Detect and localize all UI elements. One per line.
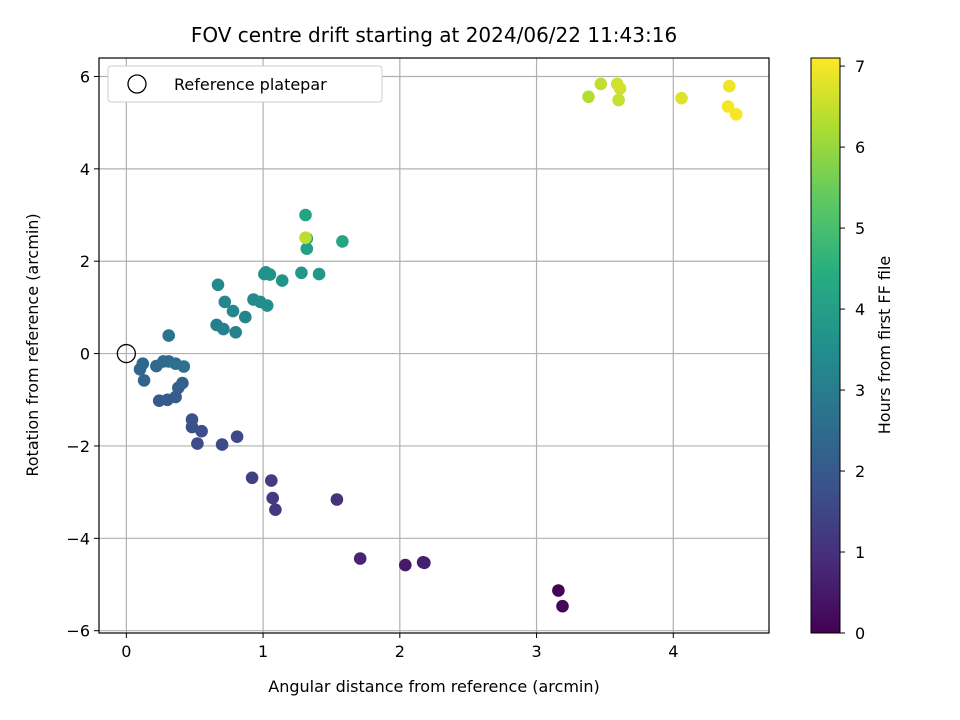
data-point xyxy=(226,304,240,318)
data-point xyxy=(330,493,344,506)
data-point xyxy=(418,556,431,570)
data-point xyxy=(269,503,282,516)
data-point xyxy=(729,108,743,121)
y-tick-label: −6 xyxy=(66,622,90,641)
data-point xyxy=(265,474,278,487)
colorbar-tick-label: 6 xyxy=(855,138,865,157)
data-point xyxy=(295,266,308,280)
data-point xyxy=(215,438,229,451)
chart-title: FOV centre drift starting at 2024/06/22 … xyxy=(191,23,677,47)
x-tick-label: 1 xyxy=(258,642,268,661)
colorbar-tick-label: 1 xyxy=(855,543,865,562)
data-point xyxy=(275,274,289,287)
data-point xyxy=(195,424,208,438)
colorbar-tick-label: 7 xyxy=(855,57,865,76)
data-point xyxy=(136,357,150,371)
data-point xyxy=(613,82,627,95)
data-point xyxy=(353,552,367,565)
y-axis-label: Rotation from reference (arcmin) xyxy=(23,213,42,476)
y-axis-ticks: −6 −4 −2 0 2 4 6 xyxy=(66,67,99,641)
colorbar xyxy=(810,57,841,634)
x-tick-label: 4 xyxy=(668,642,678,661)
reference-platepar-marker xyxy=(116,343,136,364)
colorbar-tick-label: 0 xyxy=(855,624,865,643)
data-point xyxy=(675,91,688,105)
data-point xyxy=(177,360,191,373)
x-tick-label: 0 xyxy=(121,642,131,661)
reference-marker xyxy=(116,343,136,364)
data-point xyxy=(336,235,349,248)
data-point xyxy=(582,90,595,104)
data-points xyxy=(133,77,743,613)
x-tick-label: 3 xyxy=(531,642,541,661)
data-point xyxy=(191,437,204,450)
data-point xyxy=(245,471,259,485)
data-point xyxy=(260,299,274,312)
data-point xyxy=(299,208,312,222)
data-point xyxy=(162,329,175,342)
data-point xyxy=(552,584,565,597)
data-point xyxy=(217,322,230,336)
y-tick-label: −4 xyxy=(66,529,90,548)
data-point xyxy=(263,268,277,281)
data-point xyxy=(176,376,189,390)
y-tick-label: 2 xyxy=(80,252,90,271)
x-axis-label: Angular distance from reference (arcmin) xyxy=(268,677,599,696)
colorbar-tick-label: 3 xyxy=(855,381,865,400)
data-point xyxy=(218,295,232,309)
data-point xyxy=(299,231,312,244)
data-point xyxy=(556,599,569,613)
data-point xyxy=(137,374,151,387)
data-point xyxy=(723,79,736,93)
colorbar-ticks: 0 1 2 3 4 5 6 7 xyxy=(840,57,865,643)
legend-label: Reference platepar xyxy=(174,75,327,94)
colorbar-tick-label: 2 xyxy=(855,462,865,481)
plot-frame xyxy=(98,57,770,634)
data-point xyxy=(594,77,608,91)
data-point xyxy=(229,326,242,339)
colorbar-tick-label: 5 xyxy=(855,219,865,238)
data-point xyxy=(239,310,252,324)
legend-marker-icon xyxy=(127,74,147,94)
data-point xyxy=(230,430,244,444)
data-point xyxy=(312,267,326,281)
legend-box xyxy=(107,65,383,103)
data-point xyxy=(266,491,280,505)
data-point xyxy=(612,93,625,107)
data-point xyxy=(721,100,735,113)
data-point xyxy=(300,242,314,255)
y-tick-label: 0 xyxy=(80,345,90,364)
colorbar-tick-label: 4 xyxy=(855,300,865,319)
y-tick-label: 4 xyxy=(80,160,90,179)
legend: Reference platepar xyxy=(107,65,383,103)
grid xyxy=(99,58,769,633)
colorbar-label: Hours from first FF file xyxy=(875,256,894,435)
data-point xyxy=(185,413,199,426)
data-point xyxy=(211,278,225,292)
data-point xyxy=(399,558,412,572)
y-tick-label: −2 xyxy=(66,437,90,456)
x-axis-ticks: 0 1 2 3 4 xyxy=(121,633,678,661)
y-tick-label: 6 xyxy=(80,67,90,86)
x-tick-label: 2 xyxy=(395,642,405,661)
